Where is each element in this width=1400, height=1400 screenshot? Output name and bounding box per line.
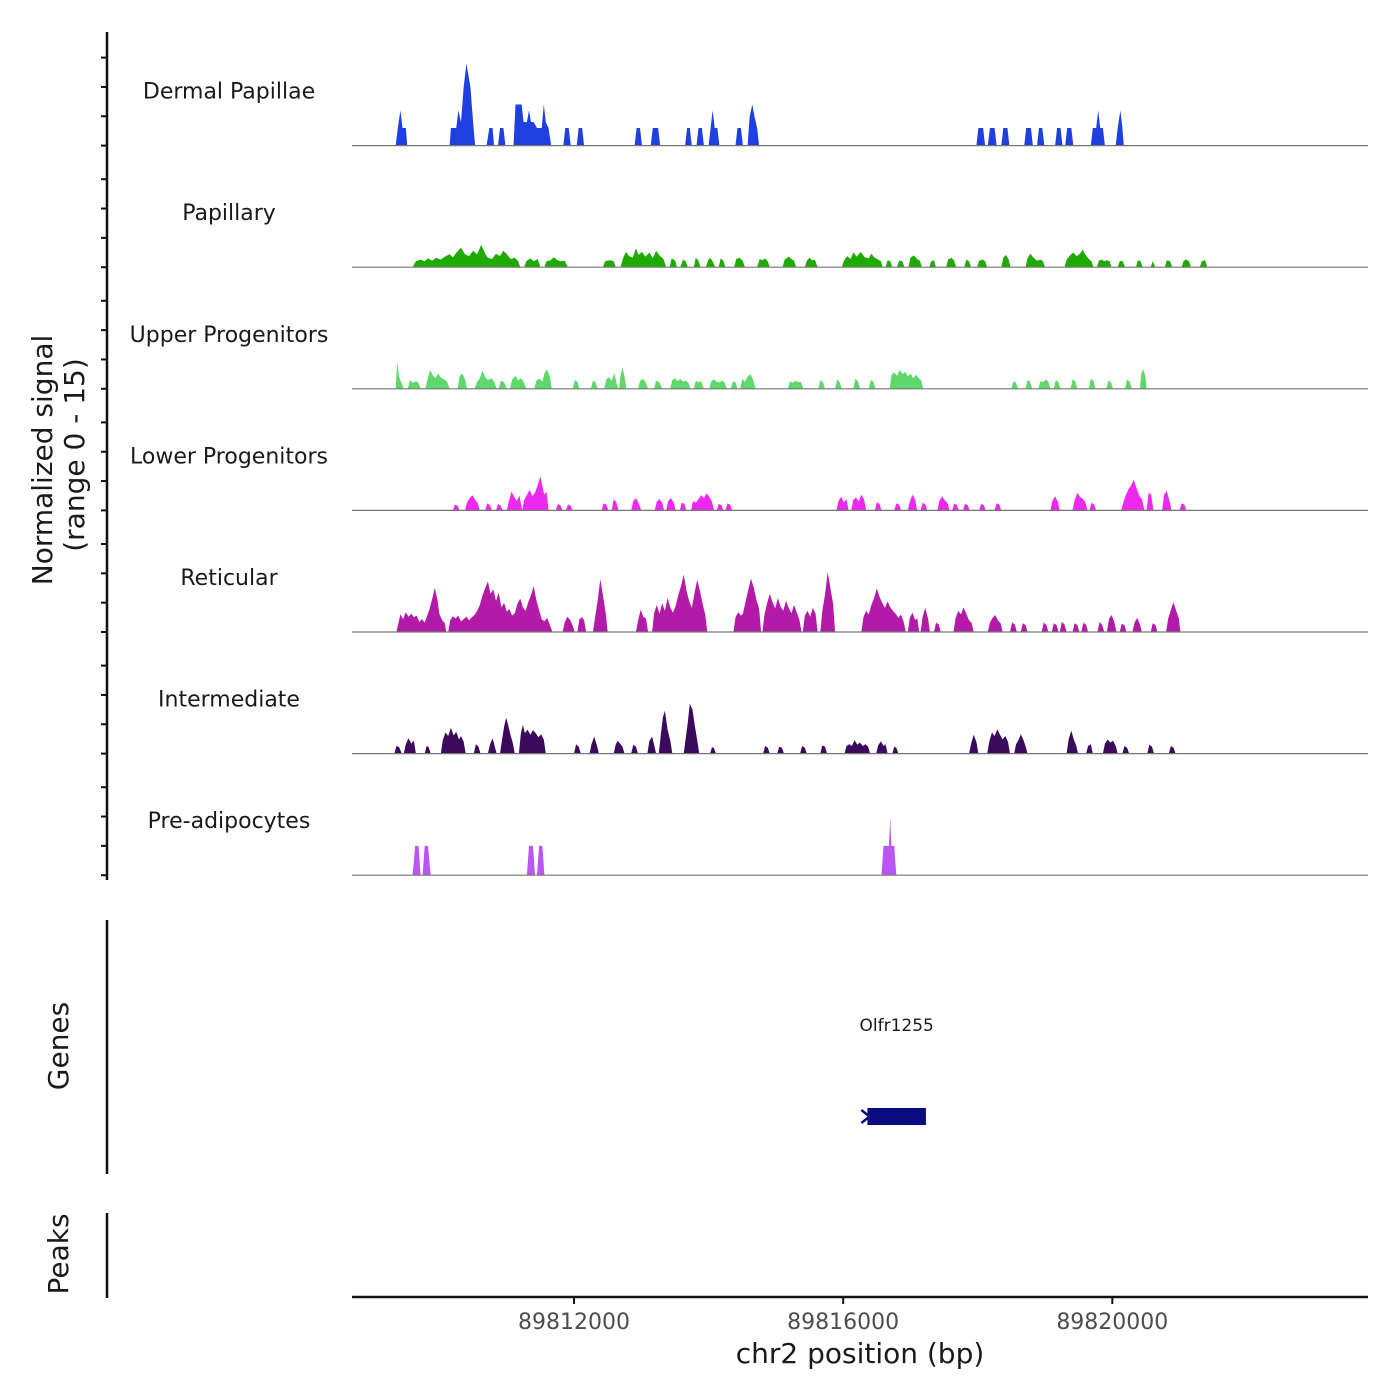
track-label: Reticular	[180, 566, 278, 591]
peaks-panel-label: Peaks	[42, 1213, 75, 1294]
genes-panel-label: Genes	[42, 1002, 75, 1090]
track-label: Papillary	[182, 201, 276, 226]
track-label: Dermal Papillae	[143, 80, 315, 105]
x-axis-title: chr2 position (bp)	[736, 1337, 985, 1370]
y-axis-ticks	[101, 32, 109, 880]
genes-panel: Olfr1255	[105, 920, 934, 1298]
track-dermal-papillae: Dermal Papillae	[143, 63, 1368, 147]
x-axis: 89812000 89816000 89820000	[352, 1295, 1368, 1335]
x-axis-tick-label: 89816000	[787, 1310, 899, 1335]
track-upper-progenitors: Upper Progenitors	[130, 323, 1368, 390]
track-label: Intermediate	[158, 688, 300, 713]
y-axis-title-line-1: Normalized signal	[26, 335, 59, 586]
track-signal-area	[452, 476, 1187, 511]
gene-strand-arrow	[860, 1109, 872, 1124]
track-pre-adipocytes: Pre-adipocytes	[148, 809, 1368, 876]
x-axis-tick-label: 89820000	[1056, 1310, 1168, 1335]
x-axis-tick-label: 89812000	[518, 1310, 630, 1335]
track-signal-area	[395, 63, 1124, 146]
gene-label: Olfr1255	[859, 1016, 933, 1036]
track-intermediate: Intermediate	[158, 688, 1368, 755]
track-signal-area	[396, 572, 1181, 632]
gene-body	[867, 1108, 926, 1125]
track-signal-area	[394, 703, 1176, 754]
gene-olfr1255: Olfr1255	[859, 1016, 934, 1125]
track-label: Lower Progenitors	[130, 444, 328, 469]
track-label: Pre-adipocytes	[148, 809, 311, 834]
y-axis-title-line-2: (range 0 - 15)	[58, 358, 91, 552]
track-reticular: Reticular	[180, 566, 1368, 633]
track-papillary: Papillary	[182, 201, 1368, 268]
track-signal-area	[395, 362, 1147, 389]
track-label: Upper Progenitors	[130, 323, 329, 348]
track-signal-area	[412, 244, 1208, 268]
track-lower-progenitors: Lower Progenitors	[130, 444, 1368, 511]
signal-tracks: Dermal Papillae Papillary Upper Progenitor…	[130, 63, 1368, 876]
track-signal-area	[412, 817, 897, 876]
